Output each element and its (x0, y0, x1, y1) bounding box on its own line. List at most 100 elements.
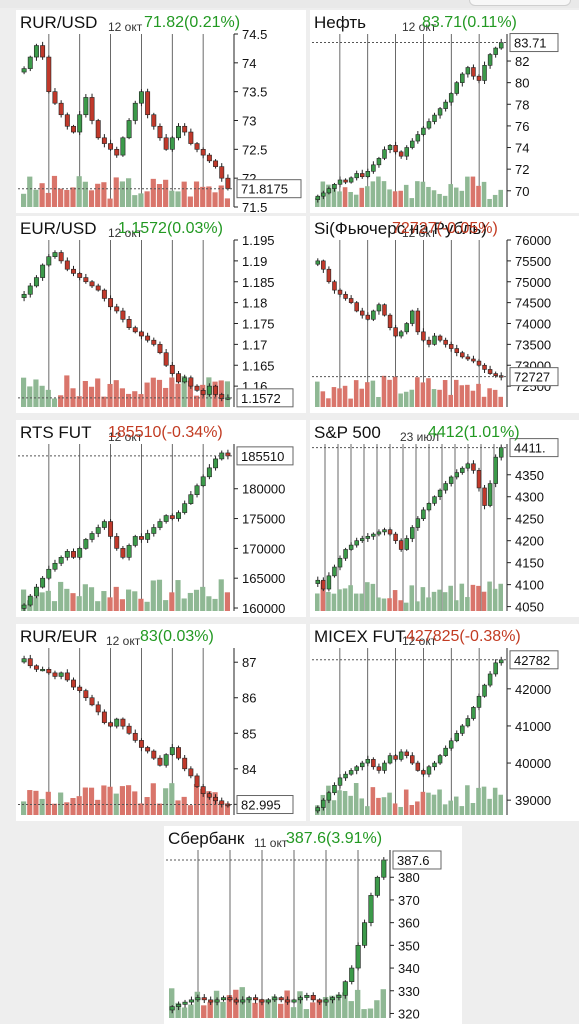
candle (321, 260, 326, 270)
candle (272, 997, 278, 1001)
volume-bar (448, 184, 453, 207)
volume-bar (218, 185, 224, 207)
candle (259, 999, 265, 1003)
chart-panel[interactable]: 180000 175000 170000 165000 160000 185510 RTS … (16, 420, 306, 617)
candle (410, 140, 415, 148)
candle (64, 114, 70, 127)
volume-bar (342, 385, 348, 407)
volume-bar (187, 196, 193, 207)
candle (219, 394, 225, 399)
candle (285, 999, 291, 1003)
volume-bar (39, 385, 45, 407)
candle (343, 773, 348, 779)
chart-panel[interactable]: 380 370 360 350 340 330 320 387.6 Сбербанк 11 окт… (164, 826, 462, 1024)
volume-bar (194, 991, 201, 1018)
y-tick-label: 74500 (515, 296, 551, 311)
volume-bar (359, 798, 365, 815)
volume-bar (169, 988, 175, 1018)
volume-bar (442, 592, 448, 611)
volume-bar (442, 380, 448, 407)
y-tick-label: 1.165 (242, 358, 275, 373)
volume-bar (437, 589, 442, 611)
candle (432, 496, 437, 504)
top-tab[interactable] (469, 0, 571, 6)
candle (188, 999, 194, 1003)
volume-bar (353, 380, 359, 407)
volume-bar (201, 1005, 207, 1018)
candle (157, 757, 163, 766)
volume-bar (426, 792, 431, 815)
last-price-label: 4411. (509, 438, 559, 458)
volume-bar (297, 991, 303, 1018)
candle (145, 533, 151, 540)
volume-bar (64, 375, 70, 407)
candle (95, 704, 101, 713)
volume-bar (156, 184, 163, 207)
volume-bar (150, 783, 156, 815)
volume-bar (498, 583, 503, 611)
candle (487, 483, 493, 506)
volume-bar (245, 997, 252, 1018)
volume-bar (200, 788, 206, 815)
candle (89, 281, 95, 287)
volume-bar (206, 186, 212, 207)
candle (83, 539, 89, 549)
y-tick-label: 330 (398, 984, 420, 999)
volume-bar (459, 385, 465, 407)
volume-bar (365, 806, 370, 815)
volume-bar (448, 394, 453, 407)
candle (194, 385, 200, 391)
volume-bar (448, 585, 453, 611)
candle (415, 134, 421, 142)
volume-bar (487, 388, 492, 407)
candle (482, 65, 487, 81)
candle (169, 364, 175, 374)
volume-bar (342, 588, 348, 611)
candle (27, 658, 33, 667)
volume-bar (370, 380, 376, 407)
volume-bar (403, 602, 409, 611)
y-tick-label: 4250 (515, 512, 544, 527)
volume-bar (119, 786, 125, 815)
candle (387, 755, 393, 764)
y-tick-label: 4350 (515, 468, 544, 483)
candle (465, 67, 471, 75)
volume-bar (175, 1002, 181, 1018)
volume-bar (175, 383, 181, 407)
candle (101, 137, 107, 144)
y-tick-label: 71.5 (242, 200, 267, 213)
volume-bar (187, 805, 193, 815)
volume-bar (95, 378, 101, 407)
volume-bar (476, 585, 481, 611)
chart-panel[interactable]: 4350 4300 4250 4200 4150 4100 4050 4411. S&P 500… (310, 420, 579, 617)
volume-bar (101, 591, 107, 611)
candle (326, 575, 332, 590)
y-tick-label: 74 (515, 141, 529, 156)
chart-panel[interactable]: 76000 75500 75000 74500 74000 73500 73000 72500… (310, 216, 579, 413)
svg-text:4411.: 4411. (514, 441, 546, 456)
chart-svg: 4350 4300 4250 4200 4150 4100 4050 4411. (312, 438, 559, 615)
volume-bar (226, 995, 233, 1018)
candle (176, 747, 181, 759)
candle (374, 876, 380, 896)
candle (182, 125, 188, 133)
chart-panel[interactable]: 1.195 1.19 1.185 1.18 1.175 1.17 1.165 1.16 1.15… (16, 216, 306, 413)
candle (387, 145, 393, 150)
volume-bar (224, 803, 230, 815)
candle (460, 73, 465, 83)
last-price-label: 185510 (236, 446, 294, 466)
chart-panel[interactable]: 82 80 78 76 74 72 70 83.71 Нефть 12 окт 83.71(0.11… (310, 10, 579, 213)
volume-bar (107, 198, 113, 207)
chart-panel[interactable]: 42000 41000 40000 39000 42782 MICEX FUT 12 окт… (310, 624, 579, 821)
candle (348, 298, 354, 303)
candle (421, 770, 426, 775)
volume-bar (82, 584, 88, 611)
volume-bar (212, 792, 218, 815)
y-tick-label: 72.5 (242, 142, 267, 157)
volume-bar (21, 377, 27, 407)
candle (200, 149, 206, 156)
volume-bar (431, 190, 437, 207)
chart-panel[interactable]: 74.5 74 73.5 73 72.5 72 71.5 71.8175 RUR/USD 12 о… (16, 10, 306, 213)
